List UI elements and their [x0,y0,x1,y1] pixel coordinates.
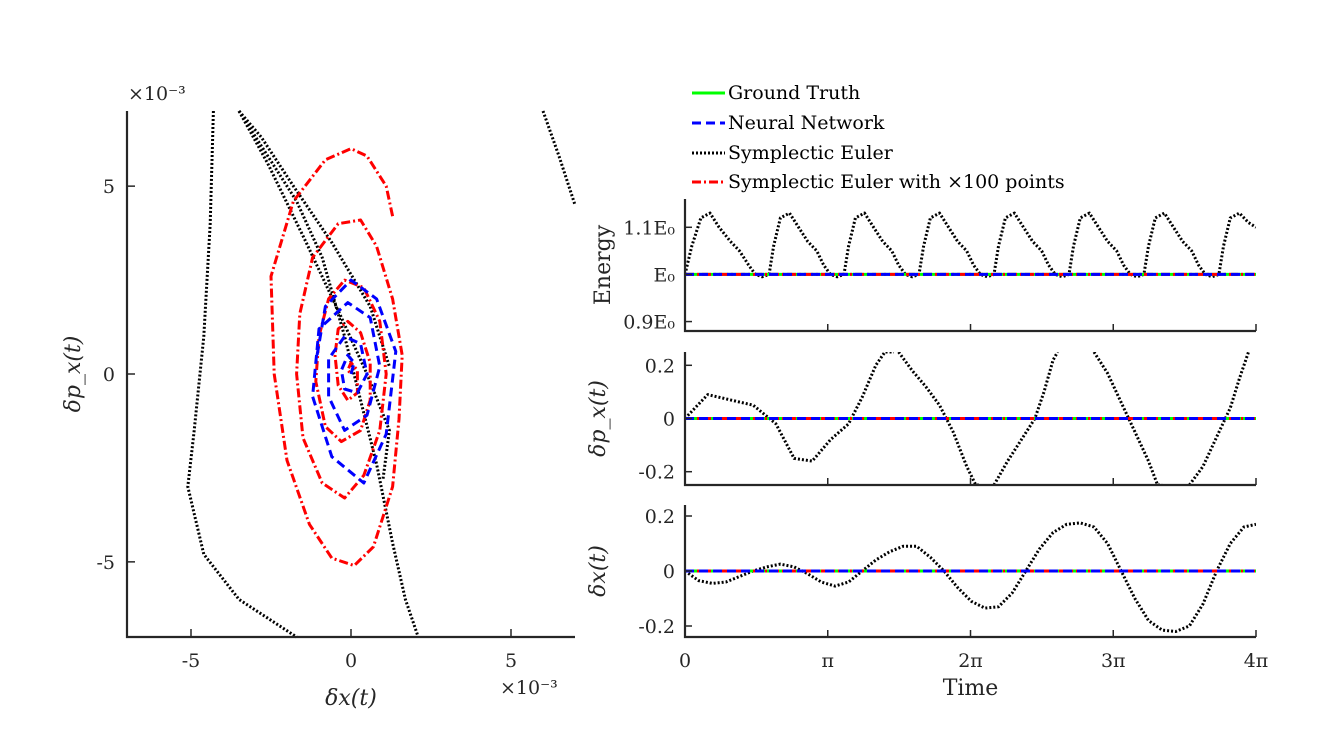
energy-line-symplectic-euler [685,211,1256,279]
time-x-label: Time [943,676,999,701]
phase-line-symplectic-euler-1 [237,110,420,638]
energy-y-tick-label: 1.1E₀ [623,217,675,239]
legend-label-symplectic-euler-100: Symplectic Euler with ×100 points [728,171,1065,193]
time-tick-label: 2π [958,650,983,672]
phase-plot: -5 0 5 -5 0 5 ×10⁻³ ×10⁻³ δx(t) δp_x(t) [61,83,577,711]
phase-y-exponent: ×10⁻³ [128,83,186,105]
phase-series-lines [186,110,577,639]
phase-y-tick-label: 0 [103,364,115,386]
position-y-tick-label: 0.2 [645,506,675,528]
phase-x-label: δx(t) [325,686,377,711]
phase-line-symplectic-euler-2 [237,110,391,367]
momentum-series-lines [685,352,1256,485]
momentum-y-tick-label: 0.2 [645,355,675,377]
time-tick-label: 4π [1244,650,1269,672]
phase-y-label: δp_x(t) [61,336,86,413]
position-y-tick-label: 0 [663,561,675,583]
position-panel: 0 π 2π 3π 4π0.20-0.2δx(t)Time [586,505,1268,701]
phase-axes [125,111,575,639]
momentum-line-symplectic-euler-3 [1092,352,1163,485]
position-y-label: δx(t) [586,545,611,597]
phase-ticks: -5 0 5 -5 0 5 [96,176,517,672]
momentum-line-symplectic-euler-0 [685,352,894,463]
momentum-panel: 0.2 0 -0.2 δp_x(t) [586,352,1257,487]
time-tick-label: π [822,650,835,672]
energy-y-tick-label: E₀ [654,264,676,286]
phase-line-neural-network-0 [311,278,398,485]
phase-line-symplectic-euler-with-100-points-0 [269,147,404,568]
phase-y-tick-label: -5 [96,552,115,574]
phase-line-symplectic-euler-4 [541,110,577,206]
phase-y-tick-label: 5 [103,176,115,198]
momentum-y-tick-label: -0.2 [638,462,675,484]
phase-x-exponent: ×10⁻³ [500,677,558,699]
momentum-y-label: δp_x(t) [586,380,611,457]
legend-label-symplectic-euler: Symplectic Euler [728,142,894,164]
energy-series-lines [685,211,1256,279]
position-series-lines [685,521,1256,633]
phase-line-symplectic-euler-3 [237,110,391,480]
energy-y-tick-label: 0.9E₀ [623,312,675,334]
energy-panel: 1.1E₀ E₀ 0.9E₀ Energy [591,199,1257,334]
position-y-tick-label: -0.2 [638,616,675,638]
time-tick-label: 3π [1101,650,1126,672]
time-tick-label: 0 [679,650,691,672]
phase-x-tick-label: 0 [345,650,357,672]
legend: Ground Truth Neural Network Symplectic E… [692,82,1065,193]
phase-x-tick-label: -5 [182,650,201,672]
position-line-symplectic-euler [685,521,1256,633]
phase-x-tick-label: 5 [505,650,517,672]
momentum-y-tick-label: 0 [663,409,675,431]
energy-y-label: Energy [591,224,616,305]
phase-line-symplectic-euler-0 [186,110,298,639]
legend-label-neural-network: Neural Network [728,112,885,134]
legend-label-ground-truth: Ground Truth [728,82,860,104]
